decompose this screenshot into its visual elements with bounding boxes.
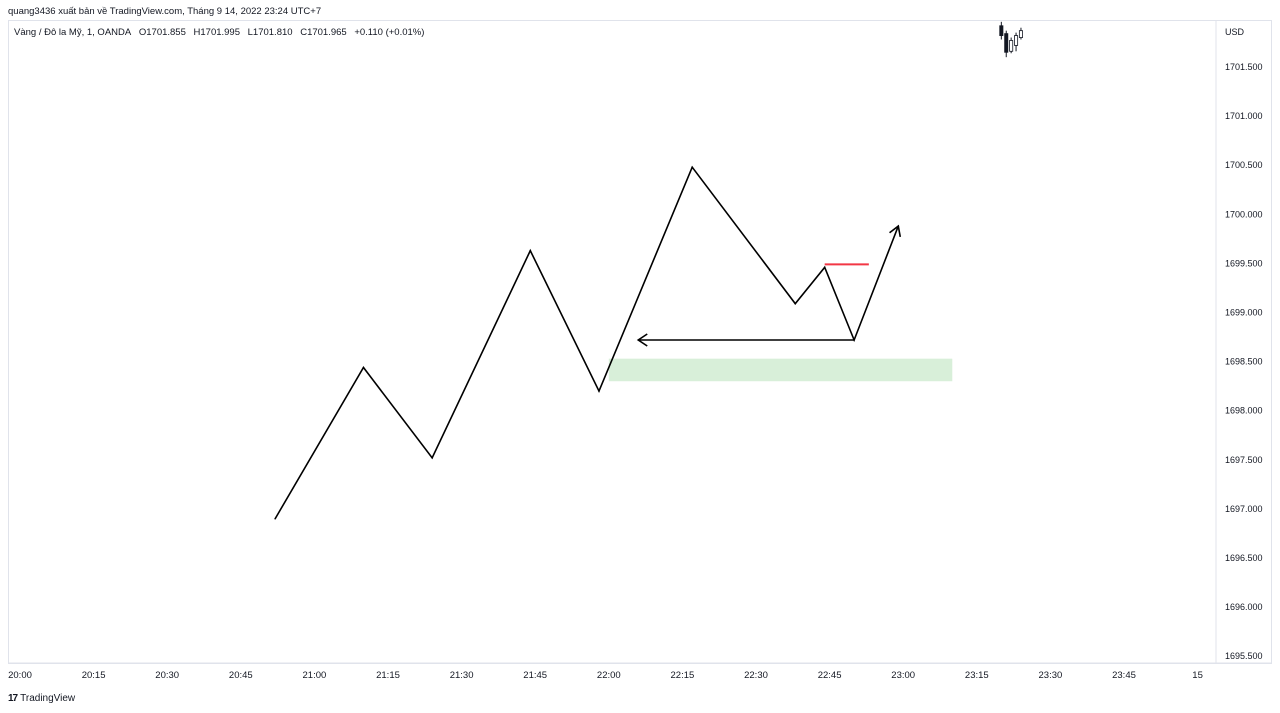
price-path-line[interactable]: [274, 165, 900, 520]
path-vertex-point: [274, 517, 276, 520]
time-axis[interactable]: 20:00 20:15 20:30 20:45 21:00 21:15 21:30 21:45…: [8, 670, 1203, 681]
time-tick-label: 23:15: [965, 670, 989, 681]
time-tick-label: 22:45: [818, 670, 842, 681]
price-tick-label: 1699.000: [1225, 308, 1263, 318]
price-tick-label: 1701.500: [1225, 62, 1263, 72]
time-tick-label: 20:15: [82, 670, 106, 681]
price-tick-label: 1696.500: [1225, 553, 1263, 563]
tradingview-brand[interactable]: 17 TradingView: [8, 693, 75, 704]
price-tick-label: 1698.000: [1225, 406, 1263, 416]
time-tick-label: 20:00: [8, 670, 32, 681]
path-vertex-point: [529, 249, 532, 252]
time-tick-label: 22:30: [744, 670, 768, 681]
time-tick-label: 21:45: [523, 670, 547, 681]
candle-body[interactable]: [1009, 40, 1014, 52]
time-tick-label: 23:45: [1112, 670, 1136, 681]
price-tick-label: 1697.000: [1225, 504, 1263, 514]
price-tick-label: 1697.500: [1225, 455, 1263, 465]
path-vertex-point: [823, 266, 826, 269]
price-tick-label: 1700.500: [1225, 160, 1263, 170]
symbol-name[interactable]: Vàng / Đô la Mỹ, 1, OANDA: [14, 27, 132, 38]
price-tick-label: 1698.500: [1225, 357, 1263, 367]
time-tick-label: 20:30: [155, 670, 179, 681]
left-arrowhead-icon: [636, 333, 648, 347]
time-tick-label: 21:15: [376, 670, 400, 681]
price-tick-label: 1695.500: [1225, 651, 1263, 661]
path-vertex-point: [598, 390, 600, 392]
ohlc-low: L1701.810: [247, 27, 293, 38]
currency-label: USD: [1225, 27, 1245, 37]
brand-label: TradingView: [20, 693, 76, 704]
symbol-legend: Vàng / Đô la Mỹ, 1, OANDA O1701.855 H170…: [14, 27, 429, 38]
ohlc-close: C1701.965: [300, 27, 347, 38]
time-tick-label: 15: [1192, 670, 1203, 681]
candle-body[interactable]: [1004, 33, 1009, 53]
path-vertex-point: [362, 366, 365, 369]
path-vertex-point: [691, 166, 694, 168]
time-tick-label: 20:45: [229, 670, 253, 681]
path-arrowhead-icon: [889, 224, 902, 238]
price-tick-label: 1701.000: [1225, 111, 1263, 121]
time-tick-label: 21:00: [303, 670, 327, 681]
candle-body[interactable]: [1018, 30, 1023, 38]
tradingview-logo-icon: 17: [8, 693, 18, 704]
ohlc-open: O1701.855: [138, 27, 186, 38]
ohlc-high: H1701.995: [193, 27, 240, 38]
path-vertex-point: [431, 457, 433, 459]
time-tick-label: 23:00: [891, 670, 915, 681]
price-tick-label: 1700.000: [1225, 209, 1263, 219]
price-axis[interactable]: 1701.500 1701.000 1700.500 1700.000 1699.500…: [1225, 62, 1263, 661]
price-pane[interactable]: [274, 21, 1023, 520]
path-vertex-point: [794, 302, 797, 305]
time-tick-label: 22:15: [671, 670, 695, 681]
time-tick-label: 23:30: [1039, 670, 1063, 681]
time-tick-label: 21:30: [450, 670, 474, 681]
price-tick-label: 1699.500: [1225, 258, 1263, 268]
candle-body[interactable]: [999, 25, 1004, 36]
demand-zone-rectangle[interactable]: [608, 358, 953, 382]
candle-body[interactable]: [1014, 35, 1019, 46]
time-tick-label: 22:00: [597, 670, 621, 681]
ohlc-change: +0.110 (+0.01%): [354, 27, 425, 38]
publisher-line: quang3436 xuất bản về TradingView.com, T…: [8, 6, 322, 17]
price-tick-label: 1696.000: [1225, 602, 1263, 612]
